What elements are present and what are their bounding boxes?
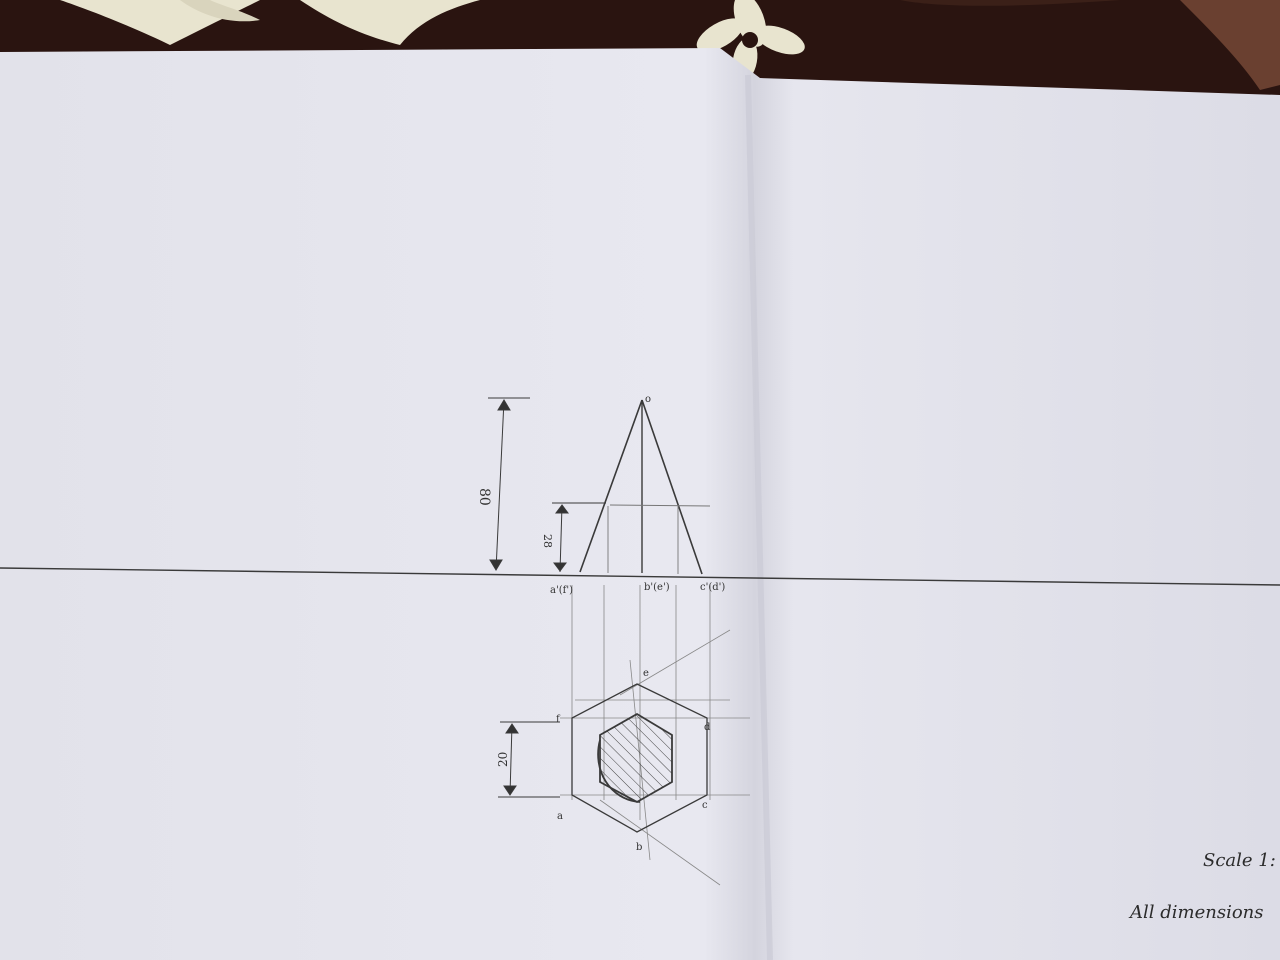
scale-note: Scale 1:: [1203, 850, 1276, 871]
label-b: b: [636, 842, 642, 853]
flower-pattern: [696, 0, 805, 82]
label-a: a: [557, 811, 563, 822]
front-view: [579, 399, 711, 575]
label-e: e: [643, 668, 649, 679]
paper-fold: [745, 74, 773, 960]
dimension-base-side: 20: [496, 752, 510, 767]
paper-sheet: [0, 48, 1280, 960]
label-c-front: c'(d'): [700, 582, 725, 593]
dimension-height: 80: [476, 488, 492, 506]
dimension-lines: [488, 397, 606, 798]
drawing-labels: o a'(f') b'(e') c'(d') a b c d e f 80 28…: [476, 394, 725, 853]
label-apex: o: [645, 394, 651, 405]
xy-reference-line: [0, 567, 1280, 586]
label-a-front: a'(f'): [550, 585, 573, 596]
top-view: [571, 683, 708, 833]
label-d: d: [704, 722, 711, 733]
label-f: f: [556, 714, 561, 725]
dimension-cut-height: 28: [541, 534, 554, 548]
label-b-front: b'(e'): [644, 582, 670, 593]
technical-drawing: [0, 397, 1280, 886]
handwritten-notes: Scale 1: All dimensions: [1128, 850, 1276, 923]
label-c: c: [702, 800, 708, 811]
units-note: All dimensions: [1128, 902, 1264, 923]
